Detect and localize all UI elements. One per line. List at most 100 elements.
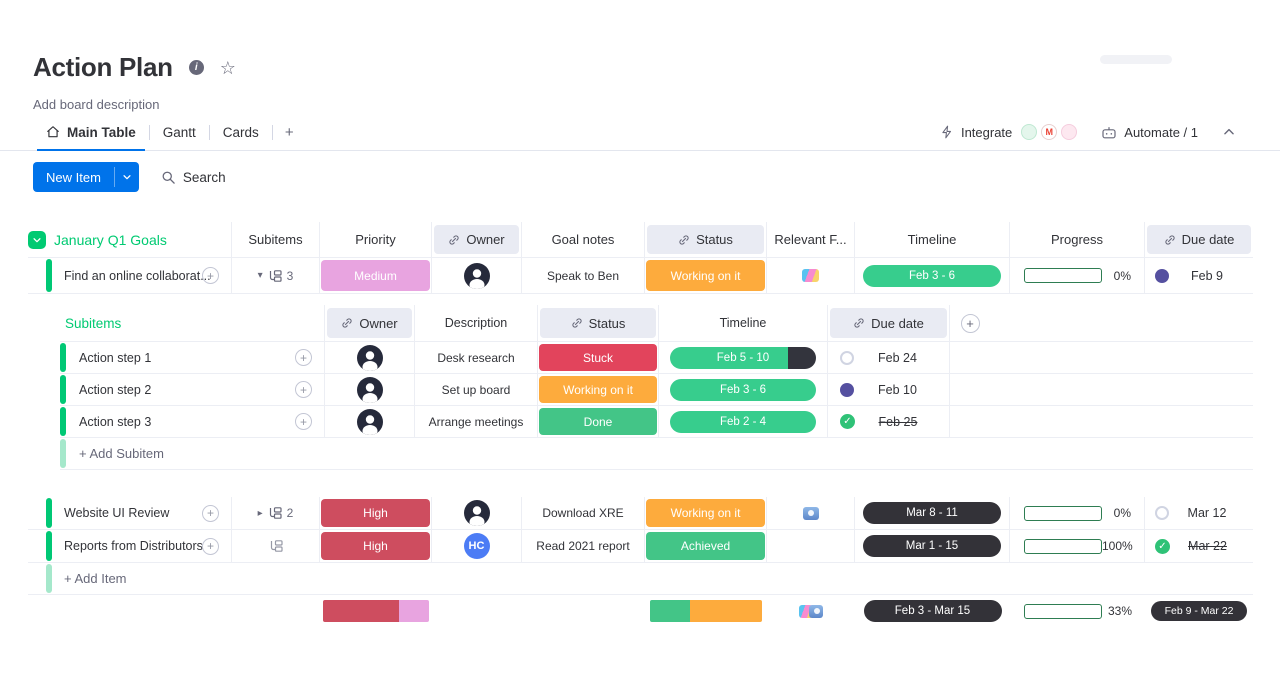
add-item-row[interactable]: + Add Item	[28, 563, 1253, 595]
avatar-initials[interactable]: HC	[463, 533, 490, 559]
item-name-cell[interactable]: Find an online collaborat... +	[28, 258, 232, 293]
item-name[interactable]: Website UI Review	[64, 506, 170, 520]
add-column-cell[interactable]: +	[950, 305, 990, 341]
add-update-icon[interactable]: +	[295, 381, 312, 398]
description-cell[interactable]: Set up board	[415, 374, 538, 405]
owner-cell[interactable]	[325, 406, 415, 437]
photo-thumbnail-icon[interactable]	[802, 506, 819, 520]
summary-due-cell[interactable]: Feb 9 - Mar 22	[1145, 599, 1253, 623]
due-date-cell[interactable]: ✓ Feb 25	[828, 406, 950, 437]
timeline-pill[interactable]: Feb 3 - 6	[670, 378, 816, 401]
expand-triangle-icon[interactable]: ▸	[257, 507, 263, 519]
status-cell[interactable]: Done	[538, 406, 659, 437]
summary-progress-cell[interactable]: 33%	[1010, 599, 1145, 623]
add-update-icon[interactable]: +	[295, 349, 312, 366]
due-date-cell[interactable]: Feb 10	[828, 374, 950, 405]
due-status-dot-icon[interactable]	[840, 382, 854, 397]
info-icon[interactable]: i	[188, 60, 204, 75]
avatar[interactable]	[463, 262, 490, 289]
subcolumn-header-due-date[interactable]: Due date	[828, 305, 950, 341]
collapse-group-icon[interactable]	[28, 230, 46, 249]
new-item-button[interactable]: New Item	[33, 162, 139, 192]
status-label[interactable]: Working on it	[539, 376, 657, 403]
status-label[interactable]: Done	[539, 408, 657, 435]
column-header-timeline[interactable]: Timeline	[855, 222, 1010, 257]
timeline-pill[interactable]: Feb 5 - 10	[670, 346, 816, 369]
file-thumbnail-icon[interactable]	[802, 269, 819, 282]
subitems-cell[interactable]: ▸ 2	[232, 497, 320, 529]
progress-cell[interactable]: 0%	[1010, 497, 1145, 529]
owner-cell[interactable]: HC	[432, 530, 522, 562]
status-cell[interactable]: Working on it	[645, 258, 767, 293]
priority-cell[interactable]: High	[320, 497, 432, 529]
timeline-pill[interactable]: Mar 1 - 15	[863, 535, 1001, 557]
item-name[interactable]: Reports from Distributors	[64, 539, 203, 553]
due-date-cell[interactable]: ✓ Mar 22	[1145, 530, 1253, 562]
due-summary-pill[interactable]: Feb 9 - Mar 22	[1151, 601, 1247, 621]
status-cell[interactable]: Achieved	[645, 530, 767, 562]
progress-cell[interactable]: 0%	[1010, 258, 1145, 293]
timeline-cell[interactable]: Feb 3 - 6	[855, 258, 1010, 293]
add-item-cell[interactable]: + Add Item	[28, 563, 1253, 594]
integrate-button[interactable]: Integrate M	[940, 124, 1078, 140]
summary-priority-cell[interactable]	[320, 599, 432, 623]
avatar[interactable]	[463, 500, 490, 526]
tab-cards[interactable]: Cards	[210, 114, 272, 150]
timeline-summary-pill[interactable]: Feb 3 - Mar 15	[863, 600, 1002, 622]
timeline-pill[interactable]: Mar 8 - 11	[863, 502, 1001, 524]
owner-cell[interactable]	[325, 342, 415, 373]
due-status-dot-icon[interactable]	[840, 350, 854, 365]
expand-triangle-icon[interactable]: ▾	[257, 270, 263, 281]
timeline-cell[interactable]: Feb 5 - 10	[659, 342, 828, 373]
subitem-name-cell[interactable]: Action step 3 +	[60, 406, 325, 437]
owner-cell[interactable]	[432, 497, 522, 529]
add-item-label[interactable]: + Add Item	[64, 571, 127, 586]
status-label[interactable]: Stuck	[539, 344, 657, 371]
priority-cell[interactable]: Medium	[320, 258, 432, 293]
owner-cell[interactable]	[432, 258, 522, 293]
relevant-files-cell[interactable]	[767, 530, 855, 562]
status-cell[interactable]: Working on it	[645, 497, 767, 529]
description-cell[interactable]: Arrange meetings	[415, 406, 538, 437]
automate-button[interactable]: Automate / 1	[1101, 125, 1198, 140]
timeline-cell[interactable]: Mar 1 - 15	[855, 530, 1010, 562]
relevant-files-cell[interactable]	[767, 258, 855, 293]
due-status-dot-icon[interactable]	[1155, 268, 1169, 283]
subcolumn-header-owner[interactable]: Owner	[325, 305, 415, 341]
priority-cell[interactable]: High	[320, 530, 432, 562]
tab-main-table[interactable]: Main Table	[33, 114, 149, 151]
add-update-icon[interactable]: +	[202, 537, 219, 555]
column-header-due-date[interactable]: Due date	[1145, 222, 1253, 257]
subitem-name[interactable]: Action step 1	[79, 350, 152, 365]
subcolumn-header-status[interactable]: Status	[538, 305, 659, 341]
search-control[interactable]: Search	[161, 170, 226, 185]
done-check-icon[interactable]: ✓	[840, 414, 855, 429]
timeline-pill[interactable]: Feb 2 - 4	[670, 410, 816, 433]
progress-cell[interactable]: 100%	[1010, 530, 1145, 562]
subitem-name-cell[interactable]: Action step 1 +	[60, 342, 325, 373]
board-description[interactable]: Add board description	[33, 97, 160, 112]
column-header-owner[interactable]: Owner	[432, 222, 522, 257]
favorite-star-icon[interactable]: ☆	[219, 57, 236, 78]
goal-notes-cell[interactable]: Speak to Ben	[522, 258, 645, 293]
subitems-cell[interactable]	[232, 530, 320, 562]
description-cell[interactable]: Desk research	[415, 342, 538, 373]
add-subitem-label[interactable]: + Add Subitem	[79, 446, 164, 461]
avatar[interactable]	[356, 408, 383, 435]
column-header-status[interactable]: Status	[645, 222, 767, 257]
status-label[interactable]: Working on it	[646, 499, 765, 527]
add-column-icon[interactable]: +	[960, 313, 980, 333]
add-update-icon[interactable]: +	[202, 267, 219, 284]
done-check-icon[interactable]: ✓	[1155, 538, 1170, 554]
column-header-goal-notes[interactable]: Goal notes	[522, 222, 645, 257]
subitems-cell[interactable]: ▾ 3	[232, 258, 320, 293]
subcolumn-header-timeline[interactable]: Timeline	[659, 305, 828, 341]
item-name[interactable]: Find an online collaborat...	[64, 268, 211, 283]
summary-status-cell[interactable]	[645, 599, 767, 623]
owner-cell[interactable]	[325, 374, 415, 405]
status-label[interactable]: Working on it	[646, 260, 765, 291]
status-label[interactable]: Achieved	[646, 532, 765, 560]
column-header-progress[interactable]: Progress	[1010, 222, 1145, 257]
collapse-header-button[interactable]	[1222, 125, 1236, 139]
due-date-cell[interactable]: Feb 9	[1145, 258, 1253, 293]
